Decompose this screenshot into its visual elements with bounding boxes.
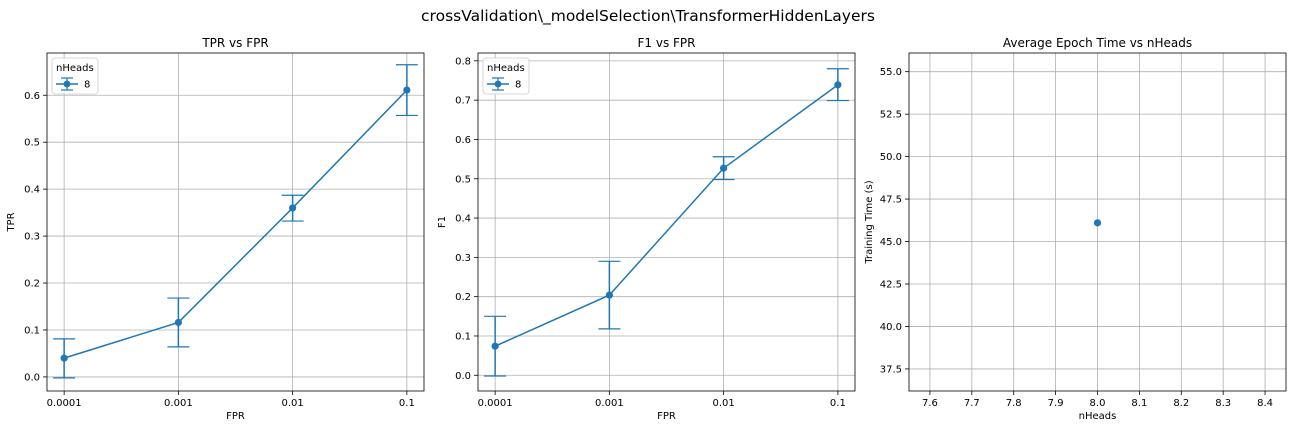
y-tick-label: 0.3 [455, 253, 471, 264]
y-tick-label: 55.0 [880, 67, 902, 78]
chart-title: TPR vs FPR [201, 36, 268, 50]
data-point [403, 86, 411, 94]
y-tick-label: 0.1 [24, 325, 40, 336]
x-axis-label: nHeads [1079, 411, 1117, 422]
series-line [63, 89, 408, 359]
figure-suptitle: crossValidation\_modelSelection\Transfor… [421, 7, 875, 26]
axes-frame [46, 52, 425, 392]
data-point [174, 318, 182, 327]
x-tick-label: 0.01 [281, 398, 303, 409]
y-tick-label: 0.2 [24, 279, 40, 290]
data-point [491, 342, 499, 350]
y-tick-label: 0.5 [24, 138, 40, 149]
chart-3: 7.6 7.7 7.8 7.9 8.0 8.1 8.2 8.3 8.4 37.5 40.0 42.5 4… [864, 36, 1287, 422]
chart-title: Average Epoch Time vs nHeads [1003, 36, 1192, 50]
y-tick-label: 47.5 [880, 195, 902, 206]
charts: 0.0001 0.001 0.01 0.1 0.0 0.1 0.2 0.3 0.4 0.5 0.6 T… [6, 36, 1287, 422]
x-tick-label: 8.0 [1090, 398, 1106, 409]
y-tick-label: 0.1 [455, 331, 471, 342]
y-axis-label: Training Time (s) [864, 180, 875, 264]
legend-marker [63, 80, 71, 88]
chart-title: F1 vs FPR [638, 36, 696, 50]
y-tick-label: 0.2 [455, 292, 471, 303]
y-tick-label: 52.5 [880, 110, 902, 121]
x-tick-label: 0.1 [399, 398, 415, 409]
x-tick-label: 7.9 [1048, 398, 1064, 409]
x-tick-label: 8.1 [1131, 398, 1147, 409]
legend-title: nHeads [487, 63, 525, 74]
y-tick-label: 0.8 [455, 56, 471, 67]
y-tick-label: 0.7 [455, 96, 471, 107]
y-axis-label: TPR [6, 212, 17, 232]
x-axis-label: FPR [226, 411, 245, 422]
data-point [1093, 219, 1102, 227]
axes-frame [477, 52, 856, 392]
chart-2: 0.0001 0.001 0.01 0.1 0.0 0.1 0.2 0.3 0.4 0.5 0.6 0… [437, 36, 856, 422]
legend-entry-label: 8 [84, 80, 90, 91]
data-point [720, 164, 728, 172]
y-tick-label: 37.5 [880, 364, 902, 375]
x-tick-label: 0.0001 [47, 398, 82, 409]
y-tick-label: 42.5 [880, 279, 902, 290]
y-tick-label: 50.0 [880, 152, 902, 163]
x-tick-label: 0.01 [712, 398, 734, 409]
legend-marker [494, 80, 502, 88]
chart-1: 0.0001 0.001 0.01 0.1 0.0 0.1 0.2 0.3 0.4 0.5 0.6 T… [6, 36, 425, 422]
axes-frame [908, 52, 1287, 392]
x-tick-label: 7.7 [964, 398, 980, 409]
x-tick-label: 0.1 [830, 398, 846, 409]
x-axis-label: FPR [657, 411, 676, 422]
x-tick-label: 0.001 [164, 398, 193, 409]
plot-area [478, 53, 855, 391]
data-point [605, 291, 613, 299]
x-tick-label: 7.6 [922, 398, 938, 409]
legend-title: nHeads [56, 63, 94, 74]
y-tick-label: 0.4 [24, 185, 40, 196]
x-tick-label: 8.4 [1257, 398, 1273, 409]
x-tick-label: 0.0001 [478, 398, 513, 409]
y-tick-label: 0.5 [455, 174, 471, 185]
legend-box [482, 57, 530, 95]
x-tick-label: 8.3 [1215, 398, 1231, 409]
data-point [834, 81, 842, 89]
legend: nHeads 8 [51, 57, 99, 95]
data-point [60, 354, 68, 362]
legend-entry-label: 8 [515, 80, 521, 91]
legend: nHeads 8 [482, 57, 530, 95]
y-tick-label: 0.0 [24, 372, 40, 383]
x-tick-label: 8.2 [1173, 398, 1189, 409]
legend-box [51, 57, 99, 95]
y-tick-label: 0.4 [455, 214, 471, 225]
plot-area [47, 53, 424, 391]
y-tick-label: 0.6 [455, 135, 471, 146]
y-tick-label: 0.3 [24, 232, 40, 243]
y-tick-label: 40.0 [880, 322, 902, 333]
series-line [494, 84, 839, 347]
data-point [289, 204, 297, 212]
y-tick-label: 0.6 [24, 91, 40, 102]
y-tick-label: 0.0 [455, 371, 471, 382]
y-tick-label: 45.0 [880, 237, 902, 248]
x-tick-label: 7.8 [1006, 398, 1022, 409]
x-tick-label: 0.001 [595, 398, 624, 409]
y-axis-label: F1 [437, 216, 448, 228]
